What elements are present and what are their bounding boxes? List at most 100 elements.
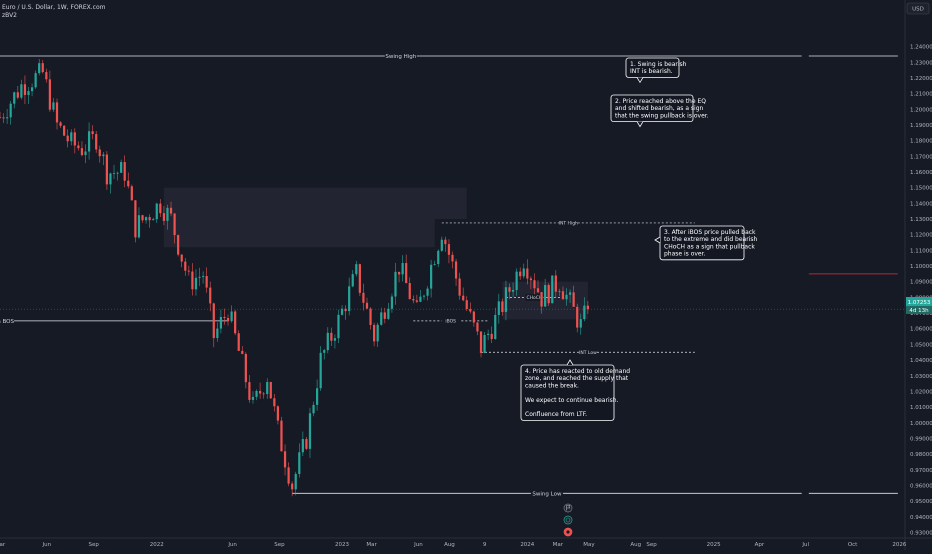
candle-body [226, 318, 230, 322]
candle-body [383, 312, 386, 319]
candle-body [430, 264, 433, 289]
candle-body [408, 283, 411, 300]
candle-body [112, 173, 116, 174]
candle-body [330, 332, 333, 341]
candle-body [166, 207, 169, 221]
annotation-4-line: We expect to continue bearish. [525, 397, 619, 404]
y-tick-label: 1.20000 [910, 107, 932, 113]
x-tick-label: Mar [0, 542, 6, 548]
candle-body [0, 117, 2, 118]
candle-body [387, 308, 390, 319]
candle-body [333, 338, 337, 341]
candle-body [27, 91, 30, 95]
candle-body [84, 151, 87, 156]
y-tick-label: 1.19000 [910, 123, 932, 129]
candle-body [568, 292, 572, 295]
currency-button[interactable]: USD [906, 2, 930, 15]
candle-body [376, 324, 379, 342]
x-tick-label: 2022 [150, 542, 164, 548]
candle-body [422, 295, 426, 297]
flag-icon[interactable] [563, 503, 573, 513]
candle-body [469, 308, 472, 312]
earnings-icon[interactable] [563, 527, 573, 537]
target-icon[interactable] [563, 515, 573, 525]
candle-body [287, 467, 290, 484]
annotation-2-box [610, 94, 694, 123]
candle-body [116, 172, 119, 174]
candle-body [519, 271, 522, 277]
candle-body [184, 261, 187, 271]
candle-body [13, 92, 16, 104]
symbol-line: Euro / U.S. Dollar, 1W, FOREX.com [2, 4, 106, 11]
candle-body [244, 353, 247, 383]
candle-body [561, 291, 565, 300]
candle-body [255, 391, 258, 397]
y-tick-label: 1.04000 [910, 358, 932, 364]
candle-body [326, 332, 329, 351]
candle-body [198, 276, 201, 278]
candle-body [501, 301, 504, 313]
candle-body [415, 300, 418, 302]
candle-body [472, 311, 475, 323]
y-tick-label: 1.16000 [910, 170, 932, 176]
candle-body [301, 439, 304, 453]
int-high-label: INT High [559, 221, 578, 227]
candle-body [547, 285, 550, 304]
candle-body [437, 250, 440, 265]
currency-button-label[interactable]: USD [912, 7, 924, 13]
candle-body [187, 270, 190, 272]
candle-body [565, 294, 568, 300]
x-tick-label: Jul [801, 542, 809, 548]
y-tick-label: 1.07000 [910, 311, 932, 317]
annotation-3-line: to the extreme and did bearish [664, 236, 757, 243]
candle-body [497, 301, 500, 315]
candle-body [23, 84, 27, 95]
candle-body [433, 264, 436, 265]
y-tick-label: 0.97000 [910, 468, 932, 474]
candle-body [102, 154, 105, 157]
candle-body [344, 308, 347, 312]
annotation-3-pointer [654, 236, 661, 244]
candle-body [504, 287, 508, 313]
ibos-label: iBOS [445, 319, 456, 325]
y-tick-label: 1.15000 [910, 186, 932, 192]
candle-body [583, 305, 586, 320]
candle-body [16, 92, 19, 98]
candle-body [155, 203, 158, 220]
candle-body [540, 292, 543, 307]
y-tick-label: 0.95000 [910, 499, 932, 505]
candle-body [98, 149, 101, 157]
candle-body [134, 200, 137, 238]
x-tick-label: 2023 [335, 542, 349, 548]
candle-body [144, 217, 148, 221]
x-tick-label: 2026 [892, 542, 906, 548]
y-tick-label: 1.23000 [910, 60, 932, 66]
x-tick-label: Jun [413, 542, 423, 548]
candle-body [63, 125, 66, 136]
candle-body [38, 63, 41, 74]
last-price-value: 1.07253 [908, 300, 931, 306]
candle-body [558, 291, 561, 293]
x-tick-label: Mar [553, 542, 564, 548]
int-low-label-bg [578, 348, 597, 356]
candle-body [276, 406, 280, 421]
y-tick-label: 1.03000 [910, 374, 932, 380]
candle-body [426, 288, 429, 296]
y-tick-label: 1.22000 [910, 76, 932, 82]
candle-body [123, 162, 126, 181]
annotation-4[interactable]: 4. Price has reacted to old demandzone, … [520, 359, 630, 421]
candle-body [401, 263, 404, 275]
candle-body [241, 350, 244, 354]
candle-body [95, 134, 98, 150]
candle-body [201, 276, 205, 277]
y-tick-label: 1.13000 [910, 217, 932, 223]
y-tick-label: 1.10000 [910, 264, 932, 270]
candle-body [358, 264, 361, 293]
candle-body [283, 451, 287, 468]
annotation-3-line: phase is over. [664, 251, 706, 258]
